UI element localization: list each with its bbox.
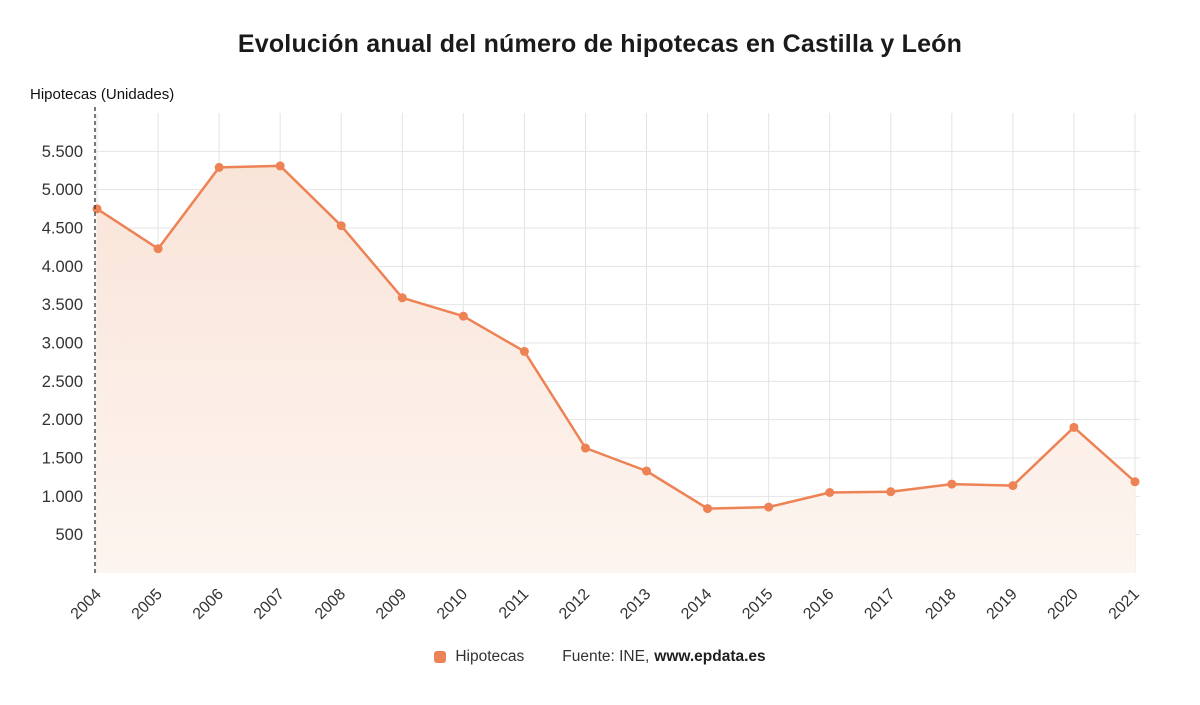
source-note: Fuente: INE, www.epdata.es [562, 648, 765, 666]
x-tick-label: 2016 [800, 586, 837, 623]
x-tick-label: 2010 [434, 586, 471, 623]
x-tick-label: 2004 [68, 586, 105, 623]
y-tick-label: 2.500 [42, 373, 83, 391]
legend-marker-square [434, 651, 447, 663]
x-axis-labels: 2004 2005 2006 2007 2008 2009 2010 2011 2012 2013… [68, 586, 1143, 623]
x-tick-label: 2020 [1045, 586, 1082, 623]
x-tick-label: 2007 [251, 586, 288, 623]
chart-title: Evolución anual del número de hipotecas … [237, 30, 963, 58]
series-line [95, 164, 1137, 510]
data-point [886, 487, 896, 497]
y-tick-label: 1.000 [42, 488, 83, 506]
legend: Hipotecas Fuente: INE, www.epdata.es [0, 648, 1200, 666]
x-tick-label: 2017 [861, 586, 898, 623]
x-tick-label: 2021 [1106, 586, 1143, 623]
x-tick-label: 2019 [984, 586, 1021, 623]
y-tick-label: 5.500 [42, 143, 83, 161]
y-tick-label: 3.000 [42, 335, 83, 353]
x-tick-label: 2012 [556, 586, 593, 623]
y-axis-title: Hipotecas (Unidades) [30, 86, 175, 103]
y-axis-labels: 500 1.000 1.500 2.000 2.500 3.000 3.500 4.000 4.… [42, 143, 83, 544]
y-tick-label: 3.500 [42, 296, 83, 314]
data-point [519, 346, 529, 356]
data-point [1069, 422, 1079, 432]
data-point [703, 504, 713, 514]
data-point [397, 293, 407, 303]
x-tick-label: 2015 [739, 586, 776, 623]
data-point [1130, 477, 1140, 487]
source-link[interactable]: www.epdata.es [654, 648, 766, 665]
data-point [336, 221, 346, 231]
x-tick-label: 2006 [190, 586, 227, 623]
x-tick-label: 2014 [678, 586, 715, 623]
legend-label: Hipotecas [455, 648, 525, 665]
data-point [92, 204, 102, 214]
y-tick-label: 4.000 [42, 258, 83, 276]
data-point [947, 479, 957, 489]
y-tick-label: 500 [55, 526, 83, 544]
y-tick-label: 2.000 [42, 411, 83, 429]
data-point [642, 466, 652, 476]
x-tick-label: 2018 [922, 586, 959, 623]
data-point [825, 488, 835, 497]
y-tick-label: 1.500 [42, 450, 83, 468]
x-tick-label: 2011 [496, 586, 532, 622]
x-tick-label: 2009 [373, 586, 410, 623]
data-point [1008, 481, 1018, 491]
data-point [153, 244, 163, 254]
source-prefix: Fuente: INE, [562, 648, 650, 665]
mortgages-line-chart: 500 1.000 1.500 2.000 2.500 3.000 3.500 4.000 4.… [42, 107, 1143, 623]
y-tick-label: 5.000 [42, 181, 83, 199]
data-point [458, 311, 468, 321]
x-tick-label: 2005 [129, 586, 166, 623]
x-tick-label: 2013 [617, 586, 654, 623]
x-tick-label: 2008 [312, 586, 349, 623]
y-tick-label: 4.500 [42, 220, 83, 238]
data-point [580, 443, 590, 453]
area-fill [97, 165, 1135, 573]
legend-item-hipotecas[interactable]: Hipotecas [434, 648, 524, 666]
data-point [764, 502, 774, 512]
data-point [214, 162, 224, 172]
data-point [275, 161, 285, 171]
